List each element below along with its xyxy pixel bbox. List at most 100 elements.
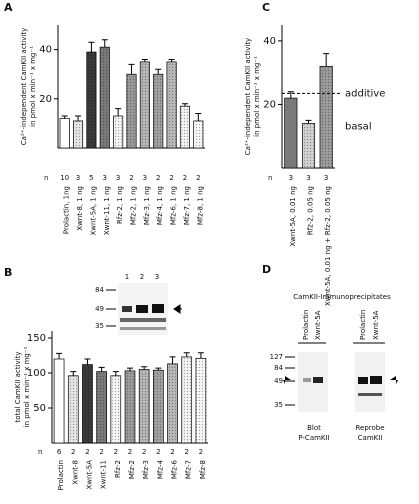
error-bar (112, 371, 119, 376)
error-bar (75, 115, 82, 121)
error-bar (323, 53, 330, 67)
mw-label: 127 (270, 353, 283, 361)
bar-texture (82, 364, 93, 443)
y-axis-label: total CamKII activity (14, 352, 22, 423)
y-tick-label: 40 (263, 36, 276, 47)
blot-caption: Reprobe (355, 424, 384, 432)
x-tick-label: Xwnt-8, 1 ng (76, 186, 84, 231)
y-tick-label: 100 (27, 368, 46, 379)
error-bar (305, 119, 312, 124)
y-tick-label: 20 (39, 94, 52, 105)
lane-label: Xwnt-5A (314, 310, 322, 340)
bar-texture (153, 74, 163, 148)
bar-texture (166, 61, 177, 148)
blot-caption: P-CamKII (298, 434, 329, 442)
error-bar (195, 113, 202, 121)
lane-label: Xwnt-5A (372, 310, 380, 340)
x-tick-label: Mfz-7, 1 ng (183, 186, 191, 225)
error-bar (197, 352, 204, 359)
annotation: additive (345, 88, 385, 99)
x-tick-label: Rfz-2, 1 ng (116, 186, 124, 224)
x-tick-label: Mfz-3, 1 ng (143, 186, 151, 225)
n-value: 2 (199, 448, 203, 456)
x-tick-label: Mfz-6 (171, 459, 179, 479)
error-bar (88, 41, 95, 53)
bar-texture (181, 356, 192, 443)
n-value: 2 (170, 448, 174, 456)
bar-texture (167, 363, 178, 443)
n-value: 3 (103, 174, 107, 182)
bar-texture (319, 66, 333, 168)
error-bar (98, 366, 105, 372)
error-bar (155, 367, 162, 371)
n-value: 2 (99, 448, 103, 456)
bar-texture (86, 52, 97, 149)
bar-texture (68, 375, 79, 443)
x-tick-label: Xwnt-11 (100, 460, 108, 489)
n-value: 2 (129, 174, 133, 182)
bar-texture (73, 120, 83, 148)
x-tick-label: Mfz-6, 1 ng (170, 186, 178, 225)
x-tick-label: Xwnt-11, 1 ng (103, 186, 111, 235)
mw-label: 35 (274, 401, 283, 409)
y-tick-label: 20 (263, 99, 276, 110)
n-value: 2 (184, 448, 188, 456)
y-axis-label: Ca²⁺-independent CamKII activity (244, 38, 252, 155)
x-tick-label: Xwnt-5A, 0.01 ng + Rfz-2, 0.05 ng (324, 186, 332, 306)
bar-texture (125, 370, 135, 443)
x-tick-label: Xwnt-8 (71, 460, 79, 485)
x-tick-label: Mfz-3 (142, 460, 150, 479)
bar-texture (96, 371, 107, 443)
bar-texture (302, 123, 315, 168)
n-value: 2 (196, 174, 200, 182)
error-bar (141, 58, 148, 62)
n-value: 2 (71, 448, 75, 456)
bar-texture (126, 74, 137, 148)
x-tick-label: Mfz-8 (199, 460, 207, 479)
n-value: 3 (76, 174, 80, 182)
error-bar (128, 63, 135, 75)
lane-label: Prolactin (359, 310, 367, 340)
n-value: 6 (57, 448, 62, 456)
inset-blot (118, 283, 182, 335)
n-value: 2 (114, 448, 118, 456)
n-label: n (38, 448, 42, 456)
blot-caption: CamKII (358, 434, 383, 442)
error-bar (183, 352, 190, 357)
blot-title: CamKII-Immunoprecipitates (293, 293, 391, 301)
error-bar (115, 108, 122, 117)
n-value: 3 (289, 174, 293, 182)
y-axis-label: in pmol x min⁻¹ x mg⁻¹ (23, 346, 31, 427)
x-tick-label: Xwnt-5A (85, 460, 93, 490)
error-bar (181, 103, 188, 107)
panel-label: A (4, 1, 13, 14)
error-bar (127, 367, 133, 371)
panel-label: C (262, 1, 270, 14)
n-value: 3 (324, 174, 328, 182)
y-tick-label: 50 (33, 403, 46, 414)
bar-texture (180, 106, 190, 148)
lane-label: Prolactin (302, 310, 310, 340)
mw-label: 35 (95, 322, 104, 330)
bar-texture (195, 358, 206, 443)
error-bar (70, 371, 77, 376)
n-value: 5 (89, 174, 93, 182)
y-axis-label: Ca²⁺-independent CamKII activity (20, 28, 28, 145)
n-value: 3 (116, 174, 120, 182)
error-bar (61, 115, 68, 119)
mw-label: 49 (274, 377, 283, 385)
bar-texture (110, 375, 121, 443)
n-value: 10 (60, 174, 69, 182)
x-tick-label: Xwnt-5A, 1 ng (89, 186, 97, 235)
n-value: 2 (85, 448, 89, 456)
bar-texture (153, 370, 164, 443)
mw-label: 84 (95, 286, 104, 294)
x-tick-label: Rfz-2 (114, 460, 122, 478)
x-tick-label: Mfz-7 (185, 460, 193, 479)
n-label: n (268, 174, 272, 182)
n-value: 2 (128, 448, 132, 456)
bar-texture (140, 61, 150, 148)
error-bar (101, 39, 108, 48)
x-tick-label: Prolactin (57, 460, 65, 490)
lane-label: 2 (140, 273, 144, 281)
